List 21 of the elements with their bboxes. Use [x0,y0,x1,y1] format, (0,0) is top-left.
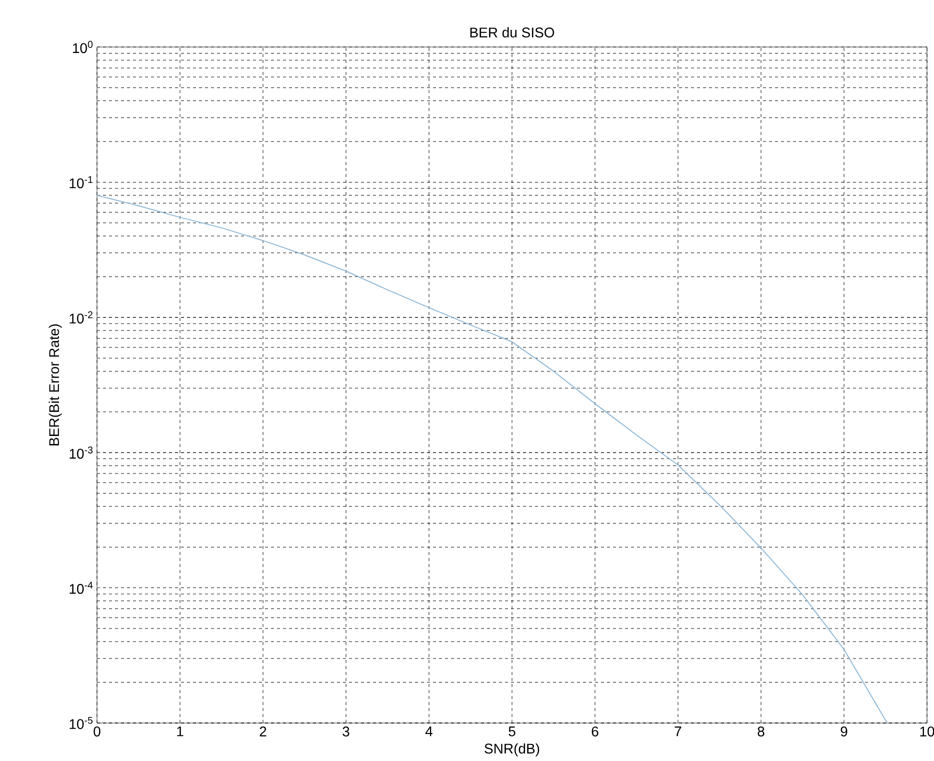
x-tick-label: 0 [94,726,100,736]
x-axis-title: SNR(dB) [484,743,540,756]
chart-title: BER du SISO [470,27,554,38]
y-tick-label: 10$^{-2}$ [70,311,92,324]
y-tick-label: 10$^{-3}$ [70,446,93,459]
y-axis-title: BER(Bit Error Rate) [48,324,62,446]
x-tick-label: 7 [674,726,682,736]
y-tick-label: 10$^{0}$ [73,40,93,54]
y-tick-label: 10$^{-4}$ [70,582,93,594]
x-tick-label: 3 [342,726,350,736]
x-tick-label: 6 [592,726,598,736]
x-tick-label: 10 [920,726,934,736]
x-tick-label: 2 [260,726,266,736]
x-tick-label: 9 [840,726,848,736]
y-tick-label: 10$^{-1}$ [70,176,92,188]
x-tick-label: 1 [177,726,184,736]
line-series [97,194,888,724]
x-tick-label: 8 [758,726,764,736]
x-tick-label: 5 [508,726,516,736]
y-tick-label: 10$^{-5}$ [70,716,93,730]
x-tick-label: 4 [425,726,432,736]
